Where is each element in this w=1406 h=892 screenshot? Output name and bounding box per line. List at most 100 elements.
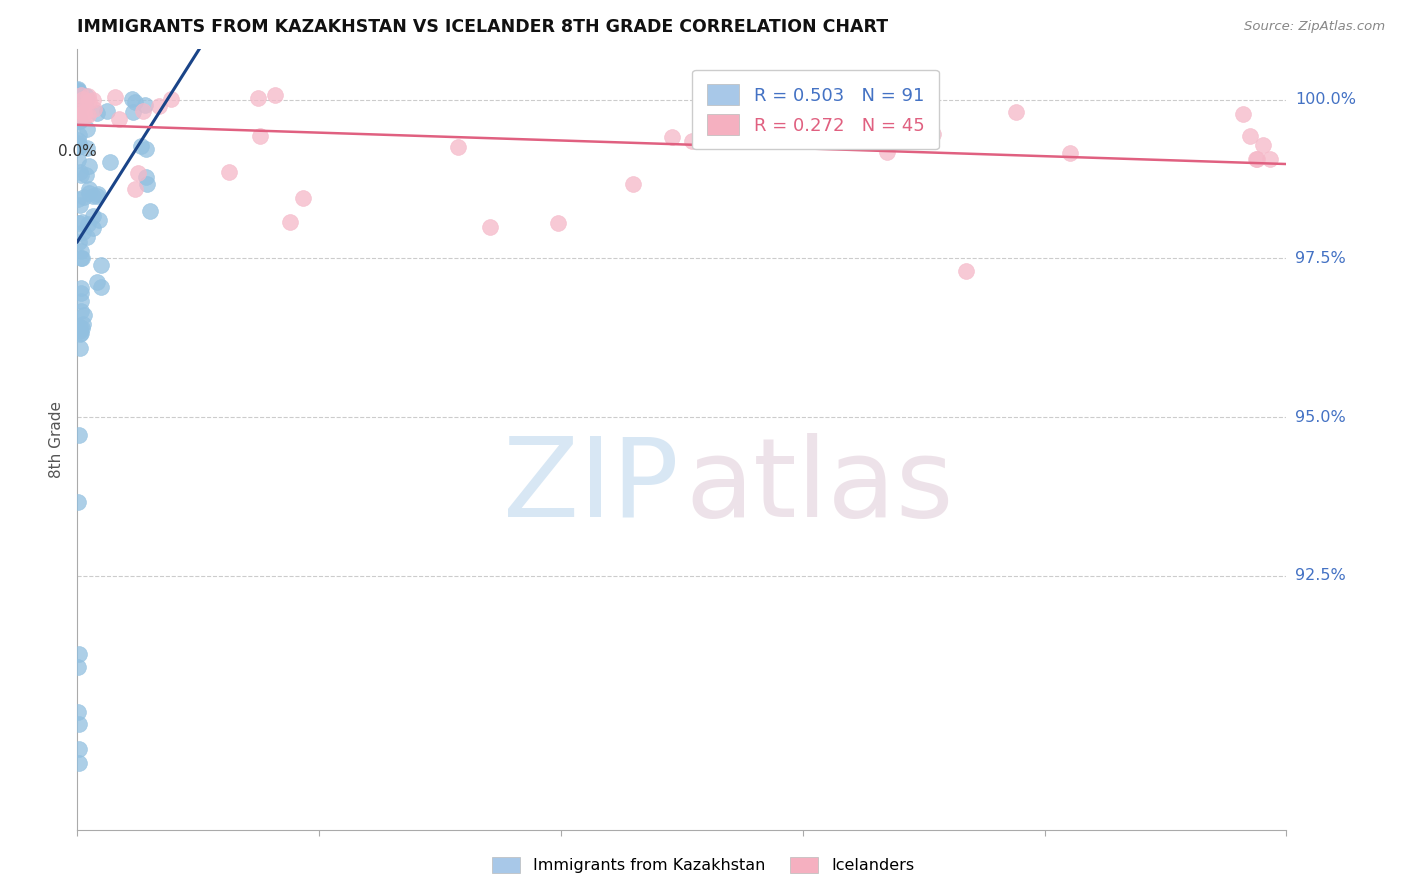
Text: 0.0%: 0.0% [58,144,97,159]
Text: 97.5%: 97.5% [1295,251,1346,266]
Point [246,90,269,104]
Point [90,258,112,272]
Point [70,104,93,119]
Point [160,92,183,106]
Point [66,133,89,147]
Point [82,93,104,107]
Text: IMMIGRANTS FROM KAZAKHSTAN VS ICELANDER 8TH GRADE CORRELATION CHART: IMMIGRANTS FROM KAZAKHSTAN VS ICELANDER … [77,19,889,37]
Point [69,293,91,308]
Point [72,109,94,123]
Point [66,82,89,96]
Point [67,647,90,661]
Point [67,705,90,719]
Point [139,204,162,219]
Point [67,90,90,104]
Point [67,235,90,249]
Point [67,660,90,674]
Point [70,87,93,102]
Text: ZIP: ZIP [502,433,678,540]
Point [67,83,90,97]
Point [69,326,91,340]
Point [67,128,90,143]
Point [479,219,502,234]
Point [67,89,90,103]
Point [108,112,131,126]
Point [135,177,157,191]
Point [1059,146,1081,161]
Point [1232,107,1254,121]
Point [66,108,89,122]
Point [127,166,149,180]
Point [278,215,301,229]
Point [66,139,89,153]
Point [70,251,93,265]
Legend: Immigrants from Kazakhstan, Icelanders: Immigrants from Kazakhstan, Icelanders [485,850,921,880]
Point [69,138,91,153]
Text: 95.0%: 95.0% [1295,409,1346,425]
Point [69,114,91,128]
Point [69,320,91,334]
Point [67,716,90,731]
Point [69,96,91,111]
Point [87,187,110,202]
Point [66,84,89,98]
Point [69,341,91,355]
Point [67,216,90,230]
Point [148,99,170,113]
Point [67,109,90,123]
Point [1258,152,1281,166]
Legend: R = 0.503   N = 91, R = 0.272   N = 45: R = 0.503 N = 91, R = 0.272 N = 45 [692,70,939,150]
Point [67,192,90,206]
Point [131,138,153,153]
Point [73,308,96,322]
Point [69,285,91,300]
Point [292,191,315,205]
Point [1246,153,1268,167]
Point [75,94,97,108]
Point [86,189,108,203]
Point [70,244,93,258]
Point [70,215,93,229]
Point [67,100,90,114]
Point [77,108,100,122]
Point [82,189,104,203]
Point [66,105,89,120]
Point [447,140,470,154]
Point [67,96,90,111]
Point [681,134,703,148]
Point [66,109,89,123]
Point [69,198,91,212]
Point [76,229,98,244]
Point [86,276,108,290]
Point [1005,105,1028,120]
Point [67,110,90,124]
Point [96,103,118,118]
Point [1251,138,1274,153]
Point [547,215,569,229]
Point [77,186,100,200]
Point [623,177,645,191]
Point [70,168,93,182]
Point [67,756,90,771]
Point [135,142,157,156]
Point [77,94,100,108]
Point [69,327,91,342]
Point [69,324,91,338]
Point [67,136,90,150]
Point [70,96,93,111]
Point [72,92,94,106]
Point [77,89,100,103]
Point [955,264,977,278]
Point [67,108,90,122]
Point [82,220,104,235]
Point [66,90,89,104]
Point [70,280,93,294]
Point [67,112,90,126]
Point [67,741,90,756]
Point [67,139,90,153]
Point [70,321,93,335]
Point [72,225,94,239]
Point [72,317,94,331]
Y-axis label: 8th Grade: 8th Grade [49,401,65,478]
Point [1246,153,1268,167]
